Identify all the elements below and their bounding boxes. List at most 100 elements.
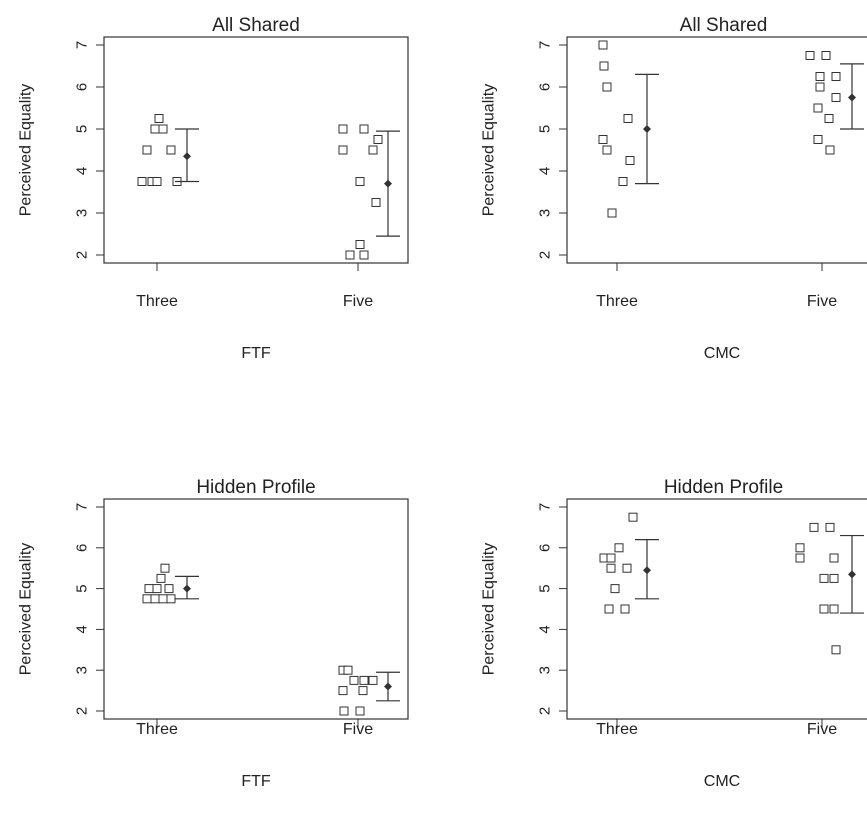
- mean-marker: [643, 566, 651, 575]
- data-point: [358, 686, 368, 696]
- plot-frame: [103, 498, 409, 720]
- data-point: [795, 553, 805, 563]
- data-point: [166, 594, 176, 604]
- y-axis-label: Perceived Equality: [18, 84, 35, 217]
- data-point: [156, 573, 166, 583]
- data-point: [602, 145, 612, 155]
- data-point: [142, 145, 152, 155]
- data-point: [355, 706, 365, 716]
- y-tick-label: 3: [537, 666, 554, 674]
- y-tick-label: 3: [74, 209, 91, 217]
- x-axis-label: FTF: [241, 773, 271, 790]
- data-point: [618, 177, 628, 186]
- data-point: [150, 124, 160, 134]
- x-tick-label: Three: [136, 721, 178, 738]
- y-tick-label: 3: [537, 209, 554, 217]
- chart-title: All Shared: [212, 15, 300, 36]
- mean-marker: [643, 125, 651, 133]
- y-tick-label: 7: [537, 503, 554, 511]
- data-point: [602, 82, 612, 92]
- y-tick-label: 6: [74, 544, 91, 552]
- chart-title: Hidden Profile: [664, 477, 783, 498]
- data-point: [623, 114, 633, 123]
- mean-marker: [183, 152, 191, 161]
- chart-title: Hidden Profile: [196, 477, 315, 498]
- data-point: [607, 208, 617, 218]
- mean-marker: [384, 179, 392, 188]
- mean-marker: [384, 682, 392, 691]
- data-point: [368, 675, 378, 685]
- y-tick-label: 5: [74, 125, 91, 133]
- data-point: [359, 124, 369, 134]
- data-point: [829, 604, 839, 614]
- x-axis-label: FTF: [241, 345, 271, 362]
- data-point: [819, 604, 829, 614]
- data-point: [598, 135, 608, 144]
- data-point: [152, 584, 162, 594]
- data-point: [825, 145, 835, 155]
- y-tick-label: 3: [74, 666, 91, 674]
- panel-2: All Shared 2 3 4 5 6 7 Perceived Equality Three F…: [481, 15, 867, 362]
- y-axis-label: Perceived Equality: [18, 543, 35, 676]
- data-point: [598, 40, 608, 50]
- y-tick-label: 7: [74, 503, 91, 511]
- y-tick-label: 4: [537, 167, 554, 175]
- mean-marker: [848, 570, 856, 579]
- y-tick-label: 5: [537, 584, 554, 592]
- data-point: [142, 594, 152, 604]
- x-tick-label: Three: [596, 721, 638, 738]
- data-point: [343, 665, 353, 675]
- y-axis-label: Perceived Equality: [481, 543, 498, 676]
- y-tick-label: 4: [74, 167, 91, 175]
- data-point: [824, 114, 834, 123]
- y-tick-label: 7: [74, 41, 91, 49]
- data-point: [809, 522, 819, 532]
- x-tick-label: Five: [807, 721, 837, 738]
- data-point: [373, 135, 383, 144]
- x-tick-label: Three: [136, 293, 178, 310]
- data-point: [371, 198, 381, 207]
- data-point: [349, 675, 359, 685]
- data-point: [166, 145, 176, 155]
- panel-1: All Shared 2 3 4 5 6 7 Perceived Equality Three F…: [18, 15, 409, 362]
- y-tick-label: 7: [537, 41, 554, 49]
- data-point: [345, 250, 355, 260]
- y-tick-label: 2: [537, 251, 554, 259]
- y-tick-label: 5: [537, 125, 554, 133]
- data-point: [150, 594, 160, 604]
- plot-frame: [103, 36, 409, 264]
- data-point: [158, 124, 168, 134]
- data-point: [825, 522, 835, 532]
- data-point: [164, 584, 174, 594]
- data-point: [154, 114, 164, 123]
- data-point: [137, 177, 147, 186]
- data-point: [355, 240, 365, 249]
- panel-4: Hidden Profile 2 3 4 5 6 7 Perceived Equality Th…: [481, 477, 867, 790]
- data-point: [831, 72, 841, 81]
- x-tick-label: Five: [343, 721, 373, 738]
- data-point: [622, 563, 632, 573]
- data-point: [813, 103, 823, 113]
- y-tick-label: 2: [74, 707, 91, 715]
- data-point: [620, 604, 630, 614]
- x-tick-label: Five: [343, 293, 373, 310]
- data-point: [599, 61, 609, 71]
- y-tick-label: 4: [537, 625, 554, 633]
- data-point: [606, 563, 616, 573]
- data-point: [815, 82, 825, 92]
- data-point: [152, 177, 162, 186]
- data-point: [628, 512, 638, 522]
- data-point: [604, 604, 614, 614]
- x-axis-label: CMC: [704, 345, 740, 362]
- mean-marker: [183, 584, 191, 593]
- data-point: [338, 124, 348, 134]
- data-point: [355, 177, 365, 186]
- data-point: [160, 563, 170, 573]
- data-point: [831, 645, 841, 655]
- data-point: [829, 553, 839, 563]
- data-point: [359, 675, 369, 685]
- y-tick-label: 5: [74, 584, 91, 592]
- data-point: [339, 706, 349, 716]
- x-tick-label: Five: [807, 293, 837, 310]
